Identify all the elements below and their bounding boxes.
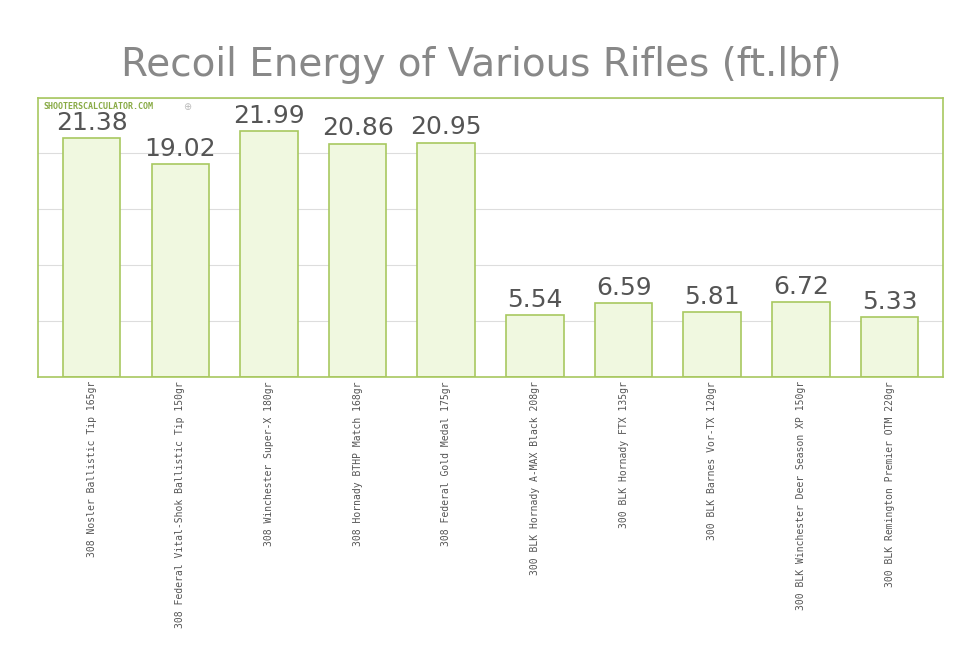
- Bar: [152, 164, 209, 377]
- Bar: [860, 317, 918, 377]
- Bar: [417, 143, 475, 377]
- Text: SHOOTERSCALCULATOR.COM: SHOOTERSCALCULATOR.COM: [43, 101, 153, 111]
- Text: 5.54: 5.54: [506, 288, 562, 312]
- Text: 6.59: 6.59: [595, 276, 651, 300]
- Text: 6.72: 6.72: [773, 274, 828, 298]
- Text: ⊕: ⊕: [183, 101, 191, 112]
- Bar: [682, 312, 740, 377]
- Bar: [240, 131, 298, 377]
- Text: 5.33: 5.33: [861, 290, 917, 314]
- Text: Recoil Energy of Various Rifles (ft.lbf): Recoil Energy of Various Rifles (ft.lbf): [120, 46, 841, 83]
- Bar: [329, 144, 386, 377]
- Text: 21.99: 21.99: [233, 104, 305, 128]
- Bar: [505, 315, 563, 377]
- Bar: [594, 304, 652, 377]
- Text: 20.95: 20.95: [410, 116, 481, 140]
- Text: 20.86: 20.86: [321, 116, 393, 140]
- Text: 5.81: 5.81: [683, 285, 739, 309]
- Text: 19.02: 19.02: [144, 137, 216, 161]
- Bar: [62, 138, 120, 377]
- Bar: [772, 302, 828, 377]
- Text: 21.38: 21.38: [56, 111, 128, 135]
